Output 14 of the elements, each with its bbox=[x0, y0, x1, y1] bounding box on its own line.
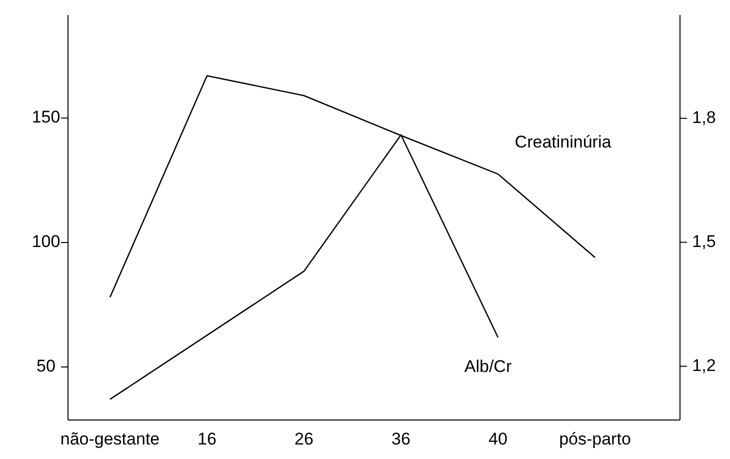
x-tick-label: 40 bbox=[488, 429, 508, 448]
series-label: Creatininúria bbox=[514, 132, 612, 152]
y2-tick-label: 1,2 bbox=[692, 356, 716, 375]
x-tick-label: não-gestante bbox=[60, 429, 160, 448]
x-tick-label: 16 bbox=[198, 429, 216, 448]
y2-tick-label: 1,5 bbox=[692, 232, 716, 251]
series-label: Alb/Cr bbox=[464, 356, 512, 376]
x-tick-label: pós-parto bbox=[559, 429, 631, 448]
y-tick-label: 150 bbox=[32, 108, 60, 127]
y-tick-label: 50 bbox=[36, 356, 56, 376]
y-tick-label: 100 bbox=[32, 232, 60, 251]
y2-tick-label: 1,8 bbox=[692, 108, 716, 127]
x-tick-label: 26 bbox=[294, 429, 314, 448]
x-tick-label: 36 bbox=[392, 429, 410, 448]
